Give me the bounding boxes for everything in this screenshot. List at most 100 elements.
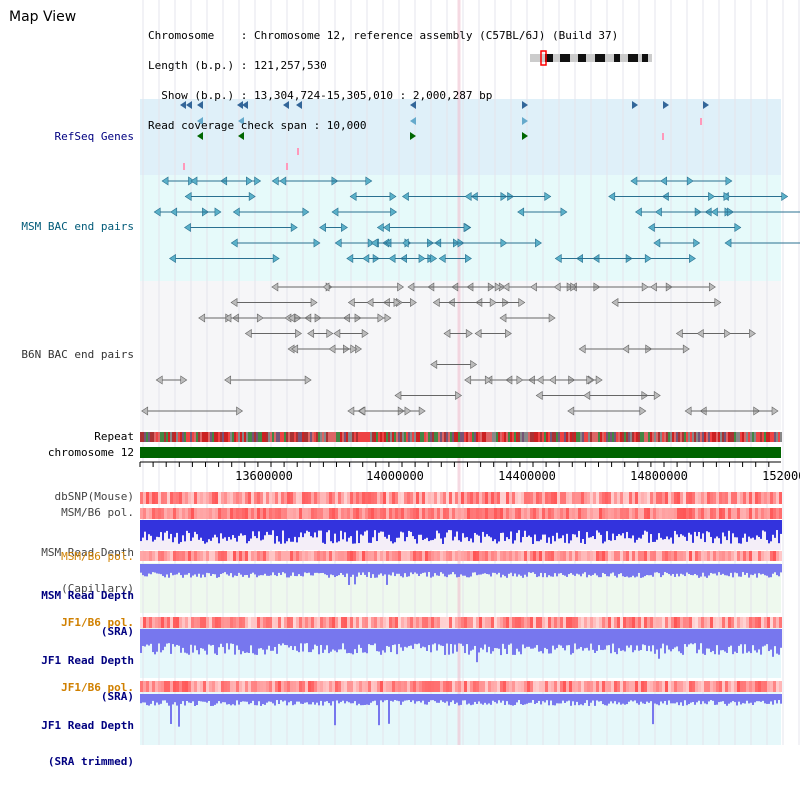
jf1-depth-bar	[618, 629, 620, 649]
jf1-depth-bar	[158, 629, 160, 644]
track-label-msm-bac[interactable]: MSM BAC end pairs	[21, 220, 134, 233]
dbsnp-cell	[293, 492, 296, 504]
pol-cell	[578, 508, 581, 519]
jf1-depth-bar	[668, 629, 670, 650]
map-view-panel: 1360000014000000144000001480000015200000…	[0, 0, 800, 768]
jf1-trim-depth-bar	[648, 694, 650, 703]
dbsnp-cell	[383, 492, 386, 504]
track-label-repeat[interactable]: Repeat	[94, 430, 134, 443]
pol-cell	[365, 617, 368, 628]
capillary-depth-bar	[298, 520, 300, 538]
jf1-trim-depth-bar	[140, 694, 142, 704]
jf1-trim-depth-bar	[308, 694, 310, 705]
capillary-depth-bar	[764, 520, 766, 532]
jf1-depth-bar	[510, 629, 512, 644]
repeat-segment	[232, 432, 234, 442]
repeat-segment	[660, 432, 662, 442]
dbsnp-cell	[227, 492, 230, 504]
gene-marker	[703, 101, 709, 109]
pol-cell	[740, 617, 743, 628]
pol-cell	[473, 681, 476, 692]
track-label-msm-b6-pol-1[interactable]: MSM/B6 pol.	[61, 506, 134, 519]
jf1-trim-depth-bar	[682, 694, 684, 706]
dbsnp-cell	[428, 492, 431, 504]
pol-cell	[161, 508, 164, 519]
jf1-depth-bar	[196, 629, 198, 651]
repeat-segment	[614, 432, 616, 442]
pol-cell	[296, 617, 299, 628]
pol-cell	[299, 551, 302, 561]
pol-cell	[707, 617, 710, 628]
msm-depth-bar	[456, 564, 458, 578]
track-label-msm-depth-sra[interactable]: MSM Read Depth (SRA)	[41, 566, 134, 662]
capillary-depth-bar	[322, 520, 324, 543]
dbsnp-cell	[659, 492, 662, 504]
msm-depth-bar	[528, 564, 530, 573]
repeat-segment	[342, 432, 344, 442]
jf1-depth-bar	[644, 629, 646, 646]
msm-depth-bar	[214, 564, 216, 575]
track-label-dbsnp[interactable]: dbSNP(Mouse)	[54, 490, 134, 503]
b6n-bac-pair-end	[567, 406, 575, 416]
pol-cell	[320, 508, 323, 519]
genome-track-canvas[interactable]: 1360000014000000144000001480000015200000	[0, 0, 800, 745]
pol-cell	[203, 617, 206, 628]
track-label-msm-b6-pol-2[interactable]: MSM/B6 pol.	[61, 550, 134, 563]
jf1-depth-bar	[170, 629, 172, 654]
jf1-trim-depth-bar	[558, 694, 560, 704]
msm-depth-bar	[552, 564, 554, 577]
track-label-jf1-b6-pol-1[interactable]: JF1/B6 pol.	[61, 616, 134, 629]
track-label-msm-depth-capillary[interactable]: MSM Read Depth (Capillary)	[41, 523, 134, 619]
capillary-depth-bar	[176, 520, 178, 533]
pol-cell	[368, 551, 371, 561]
pol-cell	[302, 551, 305, 561]
track-label-jf1-b6-pol-2[interactable]: JF1/B6 pol.	[61, 681, 134, 694]
pol-cell	[725, 551, 728, 561]
pol-cell	[317, 508, 320, 519]
jf1-depth-bar	[218, 629, 220, 648]
pol-cell	[548, 681, 551, 692]
jf1-depth-bar	[654, 629, 656, 654]
msm-depth-bar	[274, 564, 276, 576]
repeat-segment	[590, 432, 592, 442]
dbsnp-cell	[644, 492, 647, 504]
b6n-bac-pair-end	[474, 328, 482, 339]
track-label-jf1-depth-sra[interactable]: JF1 Read Depth (SRA)	[41, 631, 134, 727]
capillary-depth-bar	[582, 520, 584, 540]
track-label-jf1-depth-trimmed[interactable]: JF1 Read Depth (SRA trimmed)	[41, 696, 134, 792]
jf1-depth-bar	[574, 629, 576, 644]
msm-depth-bar	[622, 564, 624, 577]
jf1-trim-depth-bar	[212, 694, 214, 706]
jf1-depth-bar	[530, 629, 532, 649]
repeat-segment	[456, 432, 458, 442]
dbsnp-cell	[482, 492, 485, 504]
repeat-segment	[672, 432, 674, 442]
pol-cell	[407, 681, 410, 692]
track-label-refseq[interactable]: RefSeq Genes	[54, 130, 134, 143]
jf1-trim-depth-bar	[332, 694, 334, 702]
msm-depth-bar	[338, 564, 340, 576]
label-line: MSM Read Depth	[41, 589, 134, 602]
pol-cell	[635, 508, 638, 519]
dbsnp-cell	[608, 492, 611, 504]
msm-depth-bar	[474, 564, 476, 573]
pol-cell	[521, 508, 524, 519]
pol-cell	[350, 681, 353, 692]
capillary-depth-bar	[324, 520, 326, 544]
pol-cell	[368, 681, 371, 692]
pol-cell	[350, 551, 353, 561]
pol-cell	[731, 551, 734, 561]
repeat-segment	[768, 432, 770, 442]
pol-cell	[431, 508, 434, 519]
jf1-depth-bar	[394, 629, 396, 645]
track-label-b6n-bac[interactable]: B6N BAC end pairs	[21, 348, 134, 361]
msm-depth-bar	[574, 564, 576, 576]
msm-depth-bar	[606, 564, 608, 577]
pol-cell	[266, 617, 269, 628]
jf1-depth-bar	[384, 629, 386, 653]
pol-cell	[698, 617, 701, 628]
capillary-depth-bar	[360, 520, 362, 535]
pol-cell	[386, 551, 389, 561]
pol-cell	[344, 681, 347, 692]
repeat-segment	[472, 432, 474, 442]
